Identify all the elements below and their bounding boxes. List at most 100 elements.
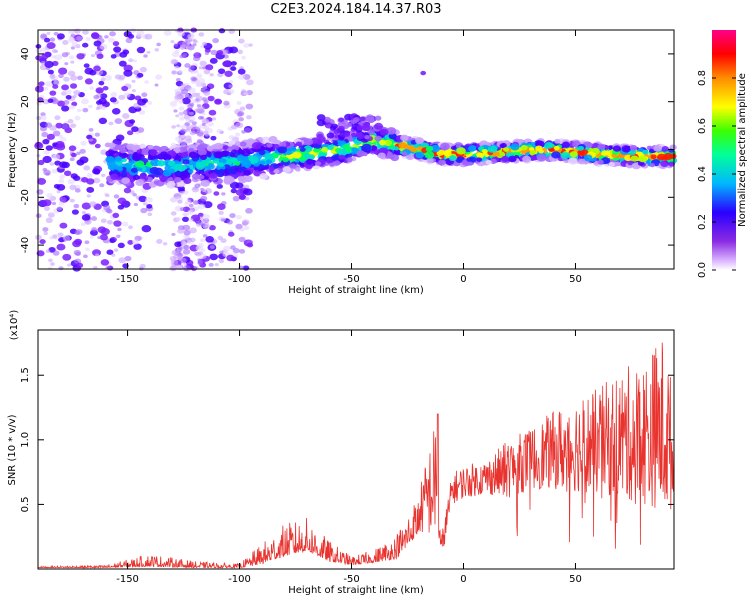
spectrogram-blob — [43, 206, 50, 211]
spectrogram-blob — [95, 87, 104, 94]
spectrogram-blob — [109, 238, 116, 244]
spectrogram-blob — [70, 173, 78, 179]
colorbar-tick-label: 0.8 — [697, 70, 708, 86]
spectrogram-blob — [40, 33, 48, 39]
spectrogram-blob — [218, 162, 225, 168]
spectrogram-blob — [182, 216, 189, 222]
spectrogram-blob — [178, 106, 185, 111]
spectrogram-blob — [184, 202, 189, 206]
spectrogram-blob — [99, 93, 108, 100]
spectrogram-blob — [321, 146, 329, 153]
spectrogram-blob — [430, 144, 441, 153]
spectrogram-blob — [65, 95, 72, 100]
spectrogram-blob — [171, 125, 177, 129]
spectrogram-blob — [37, 159, 45, 166]
spectrogram-blob — [49, 235, 54, 240]
spectrogram-blob — [166, 180, 176, 188]
spectrogram-blob — [180, 125, 186, 129]
spectrogram-blob — [183, 190, 189, 195]
spectrogram-blob — [510, 143, 520, 151]
spectrogram-blob — [86, 173, 93, 178]
spectrogram-blob — [238, 194, 246, 200]
spectrogram-blob — [613, 161, 620, 167]
spectrogram-blob — [100, 228, 110, 236]
spectrogram-blob — [88, 128, 94, 132]
spectrogram-blob — [217, 68, 226, 74]
spectrogram-blob — [642, 149, 649, 155]
spectrogram-blob — [597, 159, 604, 165]
spectrogram-blob — [94, 143, 101, 149]
spectrogram-blob — [235, 182, 244, 189]
spectrogram-blob — [35, 55, 42, 61]
spectrogram-blob — [132, 59, 137, 63]
spectrogram-blob — [200, 248, 206, 252]
spectrogram-blob — [187, 210, 194, 215]
spectrogram-blob — [244, 127, 252, 134]
spectrogram-blob — [42, 138, 50, 145]
spectrogram-blob — [70, 60, 75, 64]
spectrogram-blob — [139, 66, 147, 73]
spectrogram-blob — [197, 220, 204, 226]
spectrogram-blob — [74, 188, 81, 193]
spectrogram-x-ticks: -150 -100 -50 0 50 — [116, 30, 582, 285]
spectrogram-blob — [223, 100, 230, 106]
spectrogram-blob — [577, 149, 585, 156]
spectrogram-blob — [90, 53, 96, 58]
spectrogram-blob — [156, 42, 161, 47]
spectrogram-blob — [630, 155, 639, 162]
spectrogram-blob — [199, 60, 207, 67]
spectrogram-blob — [45, 249, 51, 253]
spectrogram-blob — [170, 211, 177, 216]
spectrogram-blob — [171, 232, 176, 237]
spectrogram-blob — [62, 253, 72, 261]
spectrogram-blob — [52, 250, 60, 256]
spectrogram-blob — [47, 98, 54, 104]
spectrogram-blob — [99, 43, 108, 50]
spectrogram-blob — [203, 69, 211, 75]
spectrogram-blob — [121, 113, 130, 119]
spectrogram-blob — [180, 207, 186, 212]
spectrogram-blob — [136, 149, 143, 154]
spectrogram-blob — [273, 168, 280, 174]
spectrogram-blob — [198, 66, 203, 70]
spectrogram-blob — [175, 114, 180, 118]
spectrogram-blob — [273, 143, 280, 149]
spectrogram-blob — [202, 41, 208, 46]
spectrogram-blob — [108, 142, 116, 149]
spectrogram-blob — [74, 238, 83, 245]
spectrogram-blob — [137, 72, 144, 78]
spectrogram-blob — [240, 228, 245, 232]
spectrogram-blob — [218, 210, 224, 216]
spectrogram-blob — [82, 42, 89, 48]
spectrogram-blob — [91, 32, 100, 40]
spectrogram-blob — [239, 141, 247, 147]
spectrogram-blob — [116, 234, 121, 238]
spectrogram-blob — [554, 138, 561, 144]
spectrogram-blob — [86, 178, 95, 185]
snr-frame — [37, 329, 675, 570]
spectrogram-blob — [107, 164, 115, 171]
spectrogram-blob — [73, 89, 81, 96]
spectrogram-blob — [70, 33, 76, 38]
spectrogram-blob — [235, 122, 244, 129]
spectrogram-blob — [37, 97, 44, 103]
spectrogram-blob — [238, 166, 247, 172]
spectrogram-blob — [209, 73, 214, 77]
colorbar-tick-label: 0.6 — [697, 118, 708, 134]
spectrogram-blob — [214, 99, 222, 104]
spectrogram-blob — [95, 253, 100, 257]
spectrogram-y-tick-label: -40 — [20, 237, 31, 253]
spectrogram-blob — [42, 167, 48, 172]
spectrogram-blob — [282, 157, 289, 163]
spectrogram-blob — [123, 92, 131, 98]
spectrogram-blob — [83, 165, 91, 171]
spectrogram-blob — [202, 213, 210, 220]
spectrogram-blob — [612, 145, 622, 152]
spectrogram-blob — [55, 122, 63, 129]
spectrogram-blob — [182, 248, 191, 255]
spectrogram-blob — [187, 45, 192, 49]
spectrogram-blob — [89, 235, 94, 239]
spectrogram-blob — [133, 202, 139, 207]
spectrogram-blob — [116, 144, 125, 151]
